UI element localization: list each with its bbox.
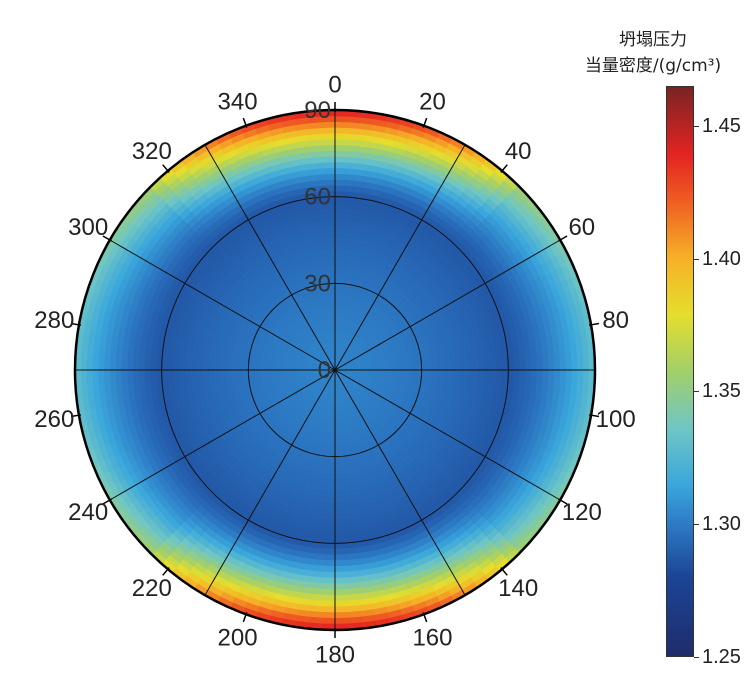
heatmap-cell [327,248,336,255]
heatmap-cell [334,560,347,567]
heatmap-cell [322,150,337,157]
heatmap-cell [542,357,550,372]
heatmap-cell [525,358,532,371]
heatmap-cell [548,357,555,372]
heatmap-cell [149,369,157,381]
heatmap-cell [321,132,337,140]
heatmap-cell [553,357,561,372]
heatmap-cell [519,359,526,371]
heatmap-cell [109,368,117,383]
heatmap-cell [333,583,348,590]
heatmap-cell [334,548,346,556]
heatmap-cell [507,359,515,371]
heatmap-cell [326,225,336,232]
heatmap-cell [326,231,336,238]
heatmap-cell [132,368,140,382]
heatmap-cell [333,577,348,585]
heatmap-cell [323,167,337,175]
heatmap-cell [322,144,337,152]
heatmap-cell [103,368,111,384]
heatmap-cell [333,571,347,579]
heatmap-cell [325,213,336,221]
heatmap-cell [97,368,105,384]
heatmap-cell [334,525,345,533]
heatmap-cell [155,369,163,381]
heatmap-cell [327,242,336,250]
heatmap-cell [536,358,544,372]
heatmap-cell [323,173,336,180]
heatmap-cell [496,360,503,371]
heatmap-cell [323,161,337,169]
heatmap-cell [172,369,180,380]
heatmap-cell [333,600,349,608]
heatmap-cell [334,554,346,561]
heatmap-cell [334,542,346,550]
heatmap-cell [321,138,337,146]
heatmap-cell [333,565,347,573]
heatmap-cell [501,360,509,371]
heatmap-cell [334,519,345,527]
heatmap-cell [144,369,151,381]
heatmap-cell [120,368,128,383]
heatmap-cell [565,356,573,372]
heatmap-cell [115,368,122,383]
heatmap-cell [490,360,498,371]
heatmap-cell [126,368,134,382]
heatmap-cell [327,236,336,244]
heatmap-cell [138,369,145,382]
heatmap-cell [326,219,336,227]
heatmap-field [74,109,596,631]
heatmap-cell [559,356,567,372]
heatmap-cell [484,360,492,371]
heatmap-cell [333,594,349,602]
heatmap-cell [167,369,174,380]
heatmap-cell [571,356,578,372]
heatmap-cell [322,155,337,163]
heatmap-cell [161,369,169,380]
heatmap-cell [513,359,521,371]
heatmap-cell [328,259,336,267]
heatmap-cell [333,606,349,613]
heatmap-cell [334,536,345,544]
heatmap-cell [334,531,345,538]
heatmap-cell [178,369,186,380]
heatmap-cell [333,588,348,596]
heatmap-cell [328,254,336,261]
heatmap-cell [530,358,538,372]
